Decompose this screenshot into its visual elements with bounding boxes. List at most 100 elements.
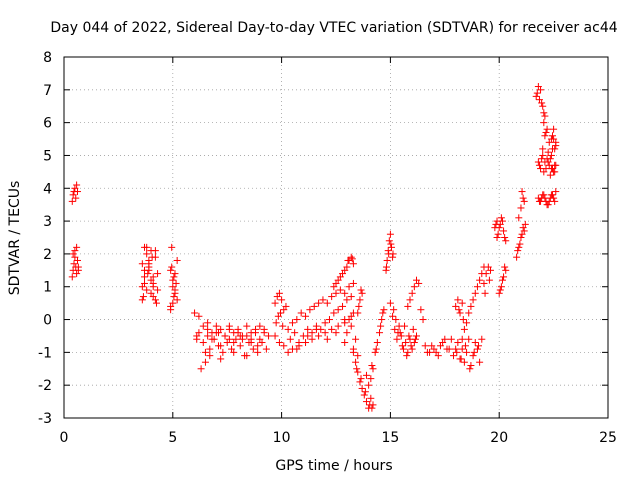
data-point	[408, 289, 416, 297]
y-tick-label: -1	[38, 345, 52, 361]
data-point	[304, 332, 312, 340]
data-point	[396, 329, 404, 337]
x-tick-label: 15	[381, 430, 399, 446]
data-point	[310, 302, 318, 310]
data-point	[501, 263, 509, 271]
data-point	[147, 247, 155, 255]
data-point	[256, 322, 264, 330]
data-point	[501, 234, 509, 241]
data-point	[143, 250, 151, 258]
data-point	[473, 283, 481, 291]
data-point	[357, 375, 365, 383]
data-point	[279, 322, 287, 330]
data-point	[251, 325, 259, 333]
data-point	[167, 266, 175, 274]
data-point	[470, 348, 478, 356]
data-point	[282, 302, 290, 310]
data-point	[214, 329, 222, 337]
data-point	[145, 260, 153, 268]
data-point	[539, 151, 547, 159]
data-point	[454, 339, 462, 347]
data-point	[482, 270, 490, 278]
data-point	[386, 230, 394, 238]
data-point	[542, 128, 550, 136]
data-point	[332, 289, 340, 297]
data-point	[68, 197, 76, 205]
data-point	[170, 273, 178, 281]
data-point	[390, 306, 398, 314]
data-point	[519, 194, 527, 202]
data-point	[355, 302, 363, 310]
data-point	[385, 237, 393, 245]
data-point	[73, 181, 81, 189]
data-point	[428, 342, 436, 350]
data-point	[539, 102, 547, 110]
data-point	[409, 325, 417, 333]
data-point	[143, 286, 151, 294]
data-point	[520, 227, 528, 235]
data-point	[243, 322, 251, 330]
data-point	[345, 283, 353, 291]
data-point	[234, 325, 242, 333]
data-point	[353, 365, 361, 373]
y-tick-label: 0	[43, 313, 52, 329]
data-point	[515, 243, 523, 251]
data-point	[496, 286, 504, 294]
data-point	[168, 263, 176, 271]
data-point	[308, 335, 316, 343]
data-point	[453, 348, 461, 356]
data-point	[343, 296, 351, 304]
data-point	[356, 378, 364, 386]
data-point	[401, 322, 409, 330]
tick-labels-layer: 0 5 10 15 20 25 -3 -2 -1 0 1 2 3 4 5 6 7 8	[38, 50, 617, 446]
data-point	[406, 296, 414, 304]
data-point	[423, 348, 431, 356]
y-tick-label: 5	[43, 148, 52, 164]
data-point	[458, 335, 466, 343]
data-point	[334, 306, 342, 314]
data-point	[481, 289, 489, 297]
data-point	[325, 316, 333, 324]
data-point	[152, 299, 160, 307]
data-point	[362, 398, 370, 406]
data-point	[151, 296, 159, 304]
data-point	[378, 316, 386, 324]
data-point	[210, 335, 218, 343]
data-point	[147, 289, 155, 297]
data-point	[173, 296, 181, 304]
data-point	[544, 201, 552, 209]
data-point	[415, 279, 423, 287]
data-point	[463, 348, 471, 356]
data-point	[149, 273, 157, 281]
data-point	[494, 230, 502, 238]
data-point	[154, 286, 162, 294]
data-point	[399, 345, 407, 353]
data-point	[407, 342, 415, 350]
data-point	[373, 339, 381, 347]
data-point	[302, 339, 310, 347]
data-point	[552, 188, 560, 196]
data-point	[551, 145, 559, 153]
data-point	[352, 335, 360, 343]
data-point	[345, 316, 353, 324]
data-point	[461, 342, 469, 350]
data-point	[349, 348, 357, 356]
data-point	[387, 243, 395, 251]
data-point	[170, 293, 178, 301]
data-point	[458, 299, 466, 307]
data-point	[278, 296, 286, 304]
data-point	[68, 273, 76, 281]
data-point	[72, 194, 80, 202]
data-point	[280, 342, 288, 350]
data-point	[380, 306, 388, 314]
data-point	[201, 348, 209, 356]
data-point	[265, 332, 273, 340]
data-points-layer	[68, 83, 560, 412]
data-point	[260, 329, 268, 337]
data-point	[293, 345, 301, 353]
data-point	[398, 342, 406, 350]
data-point	[141, 243, 149, 251]
data-point	[372, 345, 380, 353]
data-point	[540, 119, 548, 127]
data-point	[70, 260, 78, 268]
